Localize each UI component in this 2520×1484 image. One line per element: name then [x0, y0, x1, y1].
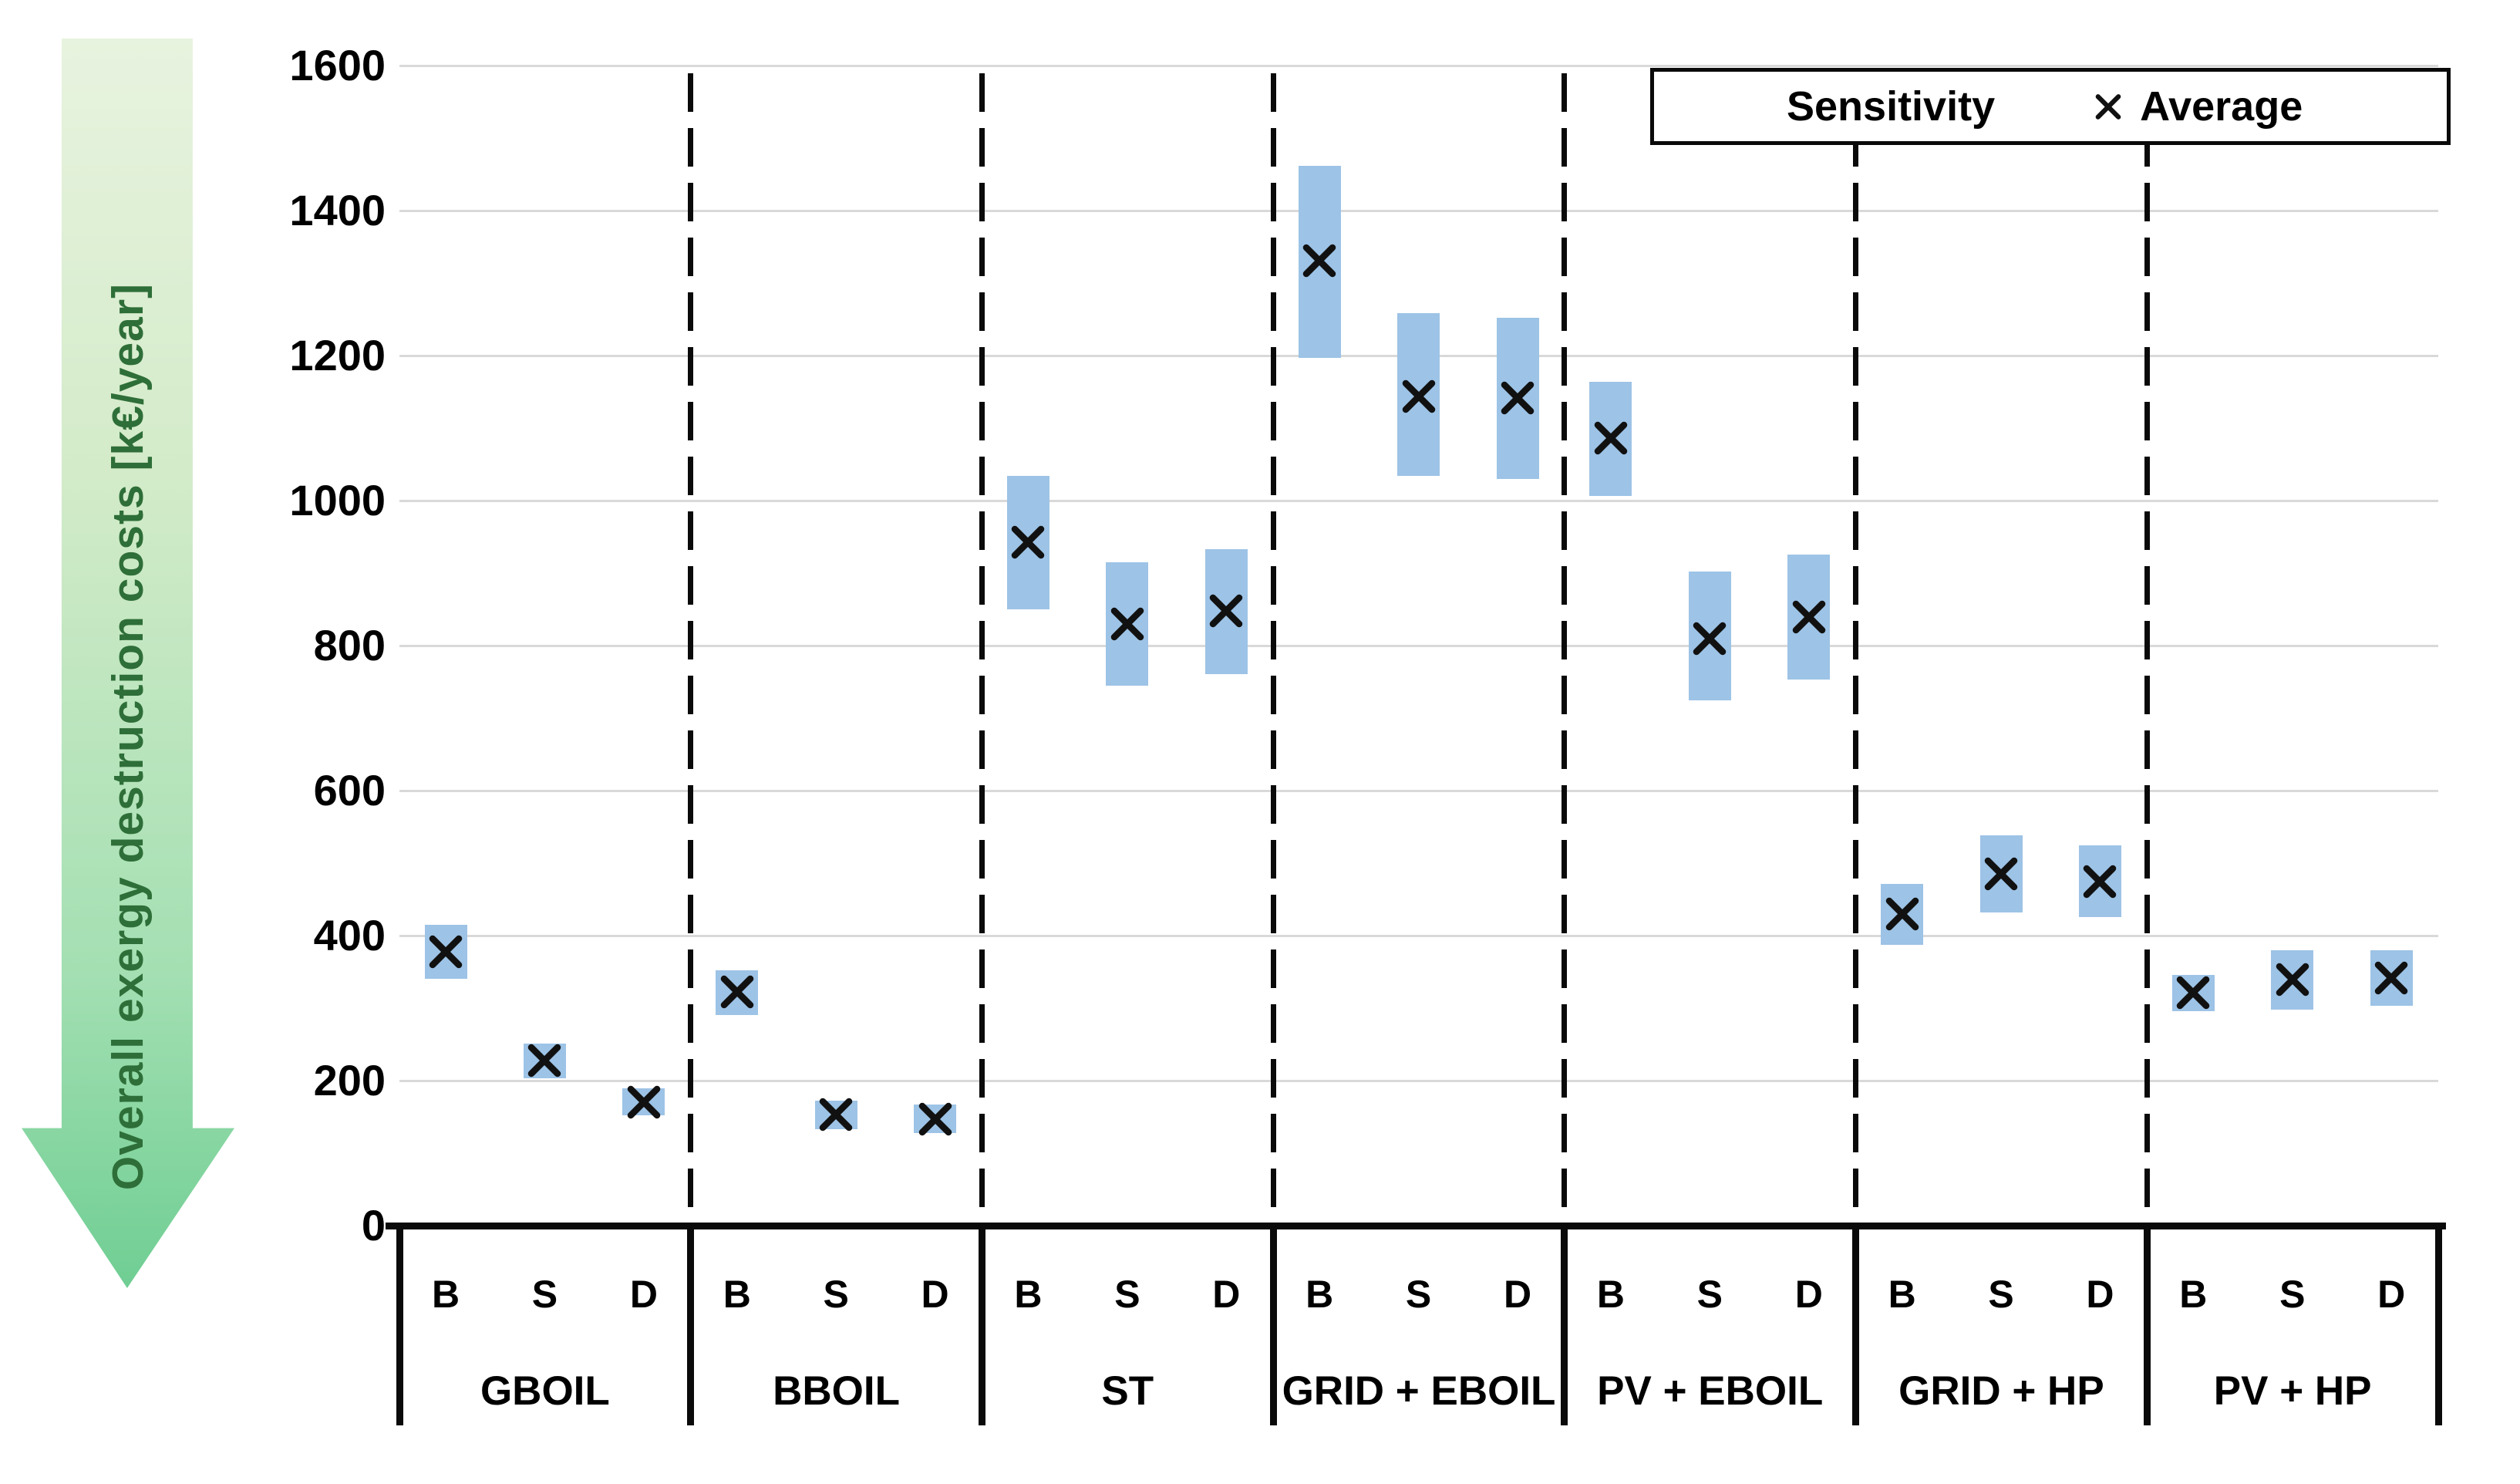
gridline-400 — [399, 935, 2438, 937]
average-marker — [1885, 897, 1920, 931]
group-separator-dashed — [1562, 73, 1568, 1226]
group-separator-dashed — [1853, 73, 1859, 1226]
sub-category-label: S — [1114, 1273, 1140, 1316]
sub-category-label: B — [1014, 1273, 1043, 1316]
average-marker — [1593, 421, 1629, 455]
average-marker — [2082, 865, 2117, 899]
table-separator-line — [1561, 1226, 1568, 1425]
legend-sensitivity-label: Sensitivity — [1787, 83, 1996, 130]
average-marker — [1983, 857, 2019, 891]
average-marker — [1208, 594, 1244, 628]
legend-average-label: Average — [2140, 83, 2303, 130]
table-separator-line — [396, 1226, 403, 1425]
average-marker — [1791, 600, 1827, 634]
average-x-marker-icon — [2094, 93, 2123, 121]
y-tick-label: 800 — [313, 621, 386, 669]
y-tick-label: 200 — [313, 1056, 386, 1105]
average-marker — [1692, 622, 1727, 656]
average-marker — [818, 1098, 854, 1132]
category-label: PV + EBOIL — [1597, 1368, 1824, 1414]
table-separator-line — [2434, 1226, 2442, 1425]
y-tick-label: 1600 — [289, 41, 386, 89]
sub-category-label: B — [2179, 1273, 2208, 1316]
sub-category-label: D — [2377, 1273, 2406, 1316]
sub-category-label: B — [1888, 1273, 1916, 1316]
group-separator-dashed — [1270, 73, 1276, 1226]
average-marker — [1010, 525, 1046, 559]
table-separator-line — [1852, 1226, 1860, 1425]
sub-category-label: B — [1596, 1273, 1625, 1316]
sub-category-label: B — [431, 1273, 460, 1316]
sub-category-label: S — [1696, 1273, 1723, 1316]
sub-category-label: S — [1405, 1273, 1432, 1316]
average-marker — [1500, 381, 1535, 415]
average-marker — [428, 935, 463, 969]
sub-category-label: S — [531, 1273, 558, 1316]
gridline-1000 — [399, 500, 2438, 502]
sub-category-label: D — [2086, 1273, 2114, 1316]
average-marker — [626, 1085, 662, 1119]
table-separator-line — [687, 1226, 695, 1425]
gridline-1400 — [399, 210, 2438, 212]
category-label: ST — [1101, 1368, 1154, 1414]
average-marker — [2373, 961, 2409, 995]
table-separator-line — [1269, 1226, 1277, 1425]
sub-category-label: D — [1212, 1273, 1241, 1316]
y-tick-label: 1000 — [289, 476, 386, 524]
legend: Sensitivity Average — [1650, 68, 2451, 145]
y-tick-label: 0 — [361, 1201, 386, 1250]
y-tick-label: 400 — [313, 911, 386, 960]
group-separator-dashed — [2144, 73, 2150, 1226]
sub-category-label: S — [2279, 1273, 2306, 1316]
sub-category-label: S — [823, 1273, 849, 1316]
average-marker — [719, 975, 755, 1009]
sub-category-label: D — [1794, 1273, 1823, 1316]
average-marker — [2275, 963, 2310, 997]
table-separator-line — [2143, 1226, 2151, 1425]
gridline-1600 — [399, 65, 2438, 67]
sensitivity-swatch-icon — [1737, 90, 1770, 123]
category-label: PV + HP — [2213, 1368, 2372, 1414]
category-label: BBOIL — [773, 1368, 900, 1414]
average-marker — [918, 1102, 953, 1136]
table-separator-line — [978, 1226, 985, 1425]
average-marker — [2175, 976, 2211, 1010]
gridline-600 — [399, 790, 2438, 792]
group-separator-dashed — [688, 73, 694, 1226]
average-marker — [1401, 379, 1437, 413]
sub-category-label: S — [1988, 1273, 2014, 1316]
sub-category-label: D — [1503, 1273, 1532, 1316]
gridline-200 — [399, 1080, 2438, 1082]
y-axis-arrow: Overall exergy destruction costs [k€/yea… — [22, 39, 234, 1288]
sub-category-label: D — [921, 1273, 949, 1316]
category-label: GRID + EBOIL — [1282, 1368, 1556, 1414]
gridline-800 — [399, 645, 2438, 647]
average-marker — [1110, 607, 1145, 641]
y-tick-label: 1400 — [289, 186, 386, 234]
category-label: GRID + HP — [1898, 1368, 2104, 1414]
sub-category-label: B — [723, 1273, 751, 1316]
x-axis-line — [386, 1223, 2446, 1229]
sub-category-label: D — [629, 1273, 658, 1316]
y-axis-label: Overall exergy destruction costs [k€/yea… — [103, 282, 153, 1191]
average-marker — [527, 1044, 562, 1078]
group-separator-dashed — [979, 73, 985, 1226]
average-marker — [1302, 244, 1337, 278]
y-tick-label: 600 — [313, 766, 386, 815]
category-label: GBOIL — [480, 1368, 610, 1414]
sub-category-label: B — [1305, 1273, 1334, 1316]
y-tick-label: 1200 — [289, 331, 386, 379]
